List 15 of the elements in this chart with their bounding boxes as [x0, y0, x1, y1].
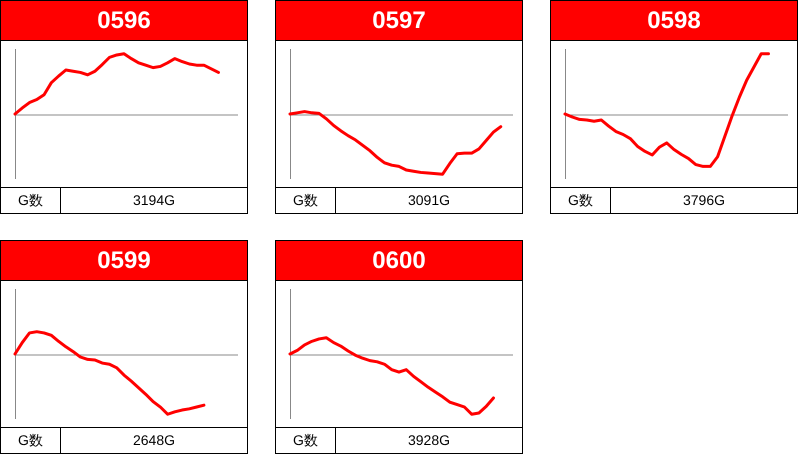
chart-title: 0597: [276, 1, 522, 40]
text: 3194G: [132, 191, 176, 210]
text: G数: [276, 428, 336, 453]
chart-title: 0598: [551, 1, 797, 40]
text: 2648G: [132, 431, 176, 450]
chart-title: 0596: [1, 1, 247, 40]
text: G数: [1, 428, 61, 453]
text: G数: [276, 188, 336, 213]
chart-title: 0600: [276, 241, 522, 280]
chart-title: 0599: [1, 241, 247, 280]
text: 3796G: [682, 191, 726, 210]
text: G数: [551, 188, 611, 213]
text: G数: [1, 188, 61, 213]
text: 3091G: [406, 191, 452, 210]
text: 3928G: [406, 431, 452, 450]
